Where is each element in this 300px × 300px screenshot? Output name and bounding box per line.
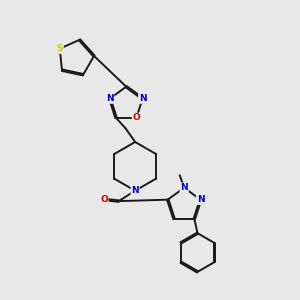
Text: N: N [197,195,204,204]
Text: N: N [106,94,114,103]
Text: N: N [131,186,139,195]
Text: N: N [139,94,146,103]
Text: S: S [56,44,63,53]
Text: O: O [100,195,108,204]
Text: O: O [133,113,140,122]
Text: N: N [180,183,188,192]
